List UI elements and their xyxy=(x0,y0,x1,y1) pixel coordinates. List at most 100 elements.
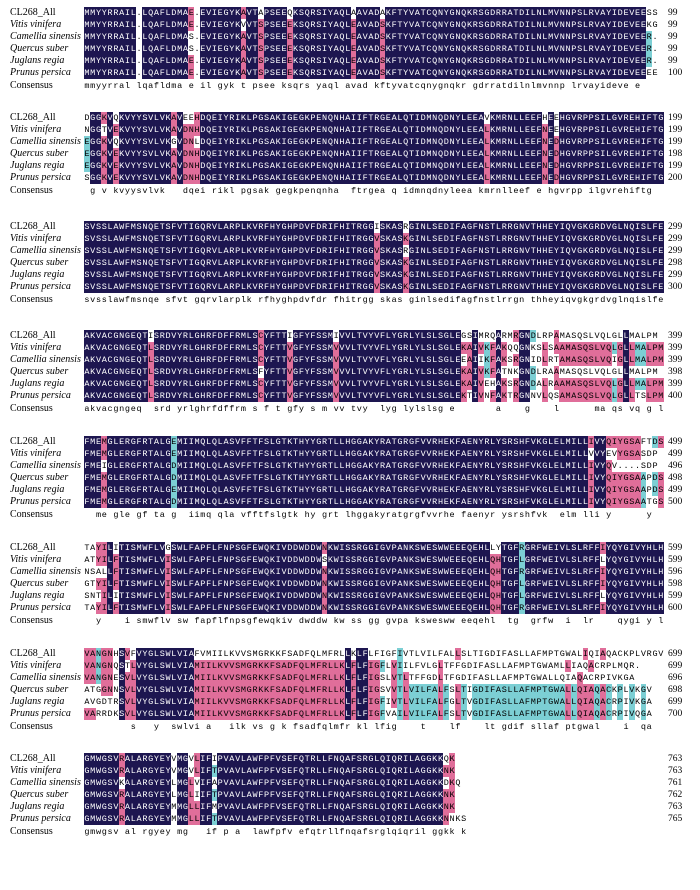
sequence-residues: TAYILITISMWFLVGSWLFAPFLFNPSGFEWQKIVDDWDD… xyxy=(84,542,664,554)
species-label: Prunus persica xyxy=(10,813,71,824)
consensus-label: Consensus xyxy=(10,826,53,837)
species-label: CL268_All xyxy=(10,7,56,18)
consensus-label: Consensus xyxy=(10,721,53,732)
species-label: CL268_All xyxy=(10,753,56,764)
sequence-residues: MMYYRRAIL.LQAFLDMAE.EVIEGYKAVTAPSEEQKSQR… xyxy=(84,7,658,19)
species-label: CL268_All xyxy=(10,221,56,232)
consensus-row: Consensus me gle gf ta g iimq qla vfftfs… xyxy=(0,509,700,521)
consensus-label: Consensus xyxy=(10,403,53,414)
position-number: 399 xyxy=(668,343,683,353)
position-number: 299 xyxy=(668,234,683,244)
species-label: Vitis vinifera xyxy=(10,342,62,353)
position-number: 698 xyxy=(668,685,683,695)
species-label: CL268_All xyxy=(10,112,56,123)
species-label: CL268_All xyxy=(10,330,56,341)
consensus-row: Consensus g v kvyysvlvk dqei rikl pgsak … xyxy=(0,185,700,197)
species-label: Juglans regia xyxy=(10,801,65,812)
species-label: Camellia sinensis xyxy=(10,354,81,365)
sequence-row: Juglans regia GMWGSVRALARGYEYMMGLLIFMPVAV… xyxy=(0,801,700,813)
alignment-block: CL268_All DGGKVQKVYYSVLVKAVEEHDQEIYRIKLPG… xyxy=(0,112,700,208)
sequence-row: Prunus persica SGGKVEKVYYSVLVKAVDNHDQEIYR… xyxy=(0,172,700,184)
sequence-row: Juglans regia FMEMGLERGFRTALGEMIIMQLQLASV… xyxy=(0,484,700,496)
species-label: Camellia sinensis xyxy=(10,460,81,471)
sequence-residues: ATGGNNSVLVYGLSWLVIAMIILKVVSMGRKKFSADFQLM… xyxy=(84,684,653,696)
sequence-residues: SVSSLAWFMSNQETSFVTIGQRVLARPLKVRFHYGHPDVF… xyxy=(84,245,664,257)
sequence-row: Quercus suber ATGGNNSVLVYGLSWLVIAMIILKVVS… xyxy=(0,684,700,696)
position-number: 298 xyxy=(668,258,683,268)
alignment-block: CL268_All MMYYRRAIL.LQAFLDMAE.EVIEGYKAVTA… xyxy=(0,7,700,103)
species-label: Vitis vinifera xyxy=(10,660,62,671)
position-number: 398 xyxy=(668,367,683,377)
position-number: 761 xyxy=(668,778,683,788)
sequence-row: Quercus suber AKVACGNGEQTLSRDVYRLGHRFDFFR… xyxy=(0,366,700,378)
species-label: Quercus suber xyxy=(10,257,69,268)
sequence-residues: VANGNESVLVYGLSWLVIAMIILKVVSMGRKKFSADFQLM… xyxy=(84,672,635,684)
position-number: 99 xyxy=(668,20,678,30)
sequence-row: Camellia sinensis VANGNESVLVYGLSWLVIAMIIL… xyxy=(0,672,700,684)
sequence-row: Quercus suber GTYILFTISMWFLVISWLFAPFLFNPS… xyxy=(0,578,700,590)
consensus-label: Consensus xyxy=(10,615,53,626)
alignment-block: CL268_All SVSSLAWFMSNQETSFVTIGQRVLARPLKVR… xyxy=(0,221,700,317)
position-number: 99 xyxy=(668,44,678,54)
species-label: Vitis vinifera xyxy=(10,554,62,565)
position-number: 199 xyxy=(668,125,683,135)
species-label: Camellia sinensis xyxy=(10,566,81,577)
position-number: 599 xyxy=(668,555,683,565)
sequence-residues: MMYYRRAIL.LQAFLDMAE.EVIEGYKAVTSPSEEEKSQR… xyxy=(84,55,658,67)
species-label: Camellia sinensis xyxy=(10,672,81,683)
consensus-row: Consensus akvacgngeq srd yrlghrfdffrm s f… xyxy=(0,403,700,415)
species-label: Prunus persica xyxy=(10,390,71,401)
sequence-residues: EGGKVEKVYYSVLVKAVDNHDQEIYRIKLPGSAKIGEGKP… xyxy=(84,160,664,172)
sequence-row: Quercus suber SVSSLAWFMSNQETSFVTIGQRVLARP… xyxy=(0,257,700,269)
sequence-residues: AKVACGNGEQTLSRDVYRLGHRFDFFRMLSCYFTTVGFYF… xyxy=(84,342,664,354)
position-number: 299 xyxy=(668,222,683,232)
species-label: Quercus suber xyxy=(10,578,69,589)
species-label: Juglans regia xyxy=(10,378,65,389)
species-label: Prunus persica xyxy=(10,281,71,292)
position-number: 199 xyxy=(668,113,683,123)
consensus-row: Consensus gmwgsv al rgyey mg if p a lawfp… xyxy=(0,826,700,838)
sequence-row: Juglans regia SNTILITISMWFLVISWLFAPFLFNPS… xyxy=(0,590,700,602)
sequence-residues: SVSSLAWFMSNQETSFVTIGQRVLARPLKVRFHYGHPDVF… xyxy=(84,281,664,293)
position-number: 399 xyxy=(668,379,683,389)
sequence-residues: SVSSLAWFMSNQETSFVTIGQRVLARPLKVRFHYGHPDVF… xyxy=(84,233,664,245)
consensus-sequence: me gle gf ta g iimq qla vfftfslgtk hy gr… xyxy=(95,510,652,520)
sequence-row: Vitis vinifera VANGNQSTLVYGLSWLVIAMIILKVV… xyxy=(0,660,700,672)
sequence-row: Camellia sinensis NSALLFTISMWFLVISWLFAPFL… xyxy=(0,566,700,578)
sequence-row: Prunus persica GMWGSVRALARGYEYMMGLLIFTPVA… xyxy=(0,813,700,825)
sequence-row: Camellia sinensis AKVACGNGEQTLSRDVYRLGHRF… xyxy=(0,354,700,366)
sequence-residues: ATYILFTISMWFLVISWLFAPFLFNPSGFEWQKIVDDWDD… xyxy=(84,554,664,566)
sequence-residues: GMWGSVRALARGYEYMMGLLIFTPVAVLAWFPFVSEFQTR… xyxy=(84,813,467,825)
sequence-row: Prunus persica VARRDKSVLVYGLSWLVIAMIILKVV… xyxy=(0,708,700,720)
position-number: 600 xyxy=(668,603,683,613)
position-number: 699 xyxy=(668,661,683,671)
sequence-residues: GTYILFTISMWFLVISWLFAPFLFNPSGFEWQKIVDDWDD… xyxy=(84,578,664,590)
sequence-row: CL268_All SVSSLAWFMSNQETSFVTIGQRVLARPLKVR… xyxy=(0,221,700,233)
sequence-residues: GMWGSVRALARGYEYMMGLLIFMPVAVLAWFPFVSEFQTR… xyxy=(84,801,455,813)
position-number: 99 xyxy=(668,8,678,18)
sequence-row: Juglans regia SVSSLAWFMSNQETSFVTIGQRVLARP… xyxy=(0,269,700,281)
position-number: 400 xyxy=(668,391,683,401)
sequence-residues: DGGKVQKVYYSVLVKAVEEHDQEIYRIKLPGSAKIGEGKP… xyxy=(84,112,664,124)
sequence-residues: AKVACGNGEQTLSRDVYRLGHRFDFFRMLSCYFTTVGFYF… xyxy=(84,378,664,390)
sequence-row: Camellia sinensis MMYYRRAIL.LQAFLDMAS.EVI… xyxy=(0,31,700,43)
species-label: Quercus suber xyxy=(10,472,69,483)
sequence-residues: AVGDTRSVLVYGLSWLVIAMIILKVVSMGRKKFSADFQLM… xyxy=(84,696,653,708)
species-label: Camellia sinensis xyxy=(10,136,81,147)
sequence-row: Quercus suber FMEMGLERGFRTALGDMIIMQLQLASV… xyxy=(0,472,700,484)
position-number: 499 xyxy=(668,449,683,459)
sequence-row: Juglans regia MMYYRRAIL.LQAFLDMAE.EVIEGYK… xyxy=(0,55,700,67)
sequence-residues: TAYILFTISMWFLVISWLFAPFLFNPSGFEWQKIVDDWDD… xyxy=(84,602,664,614)
sequence-row: CL268_All FMEMGLERGFRTALGEMIIMQLQLASVFFTF… xyxy=(0,436,700,448)
species-label: Quercus suber xyxy=(10,148,69,159)
species-label: CL268_All xyxy=(10,542,56,553)
species-label: CL268_All xyxy=(10,436,56,447)
species-label: Quercus suber xyxy=(10,684,69,695)
sequence-row: Camellia sinensis SVSSLAWFMSNQETSFVTIGQRV… xyxy=(0,245,700,257)
sequence-residues: NSALLFTISMWFLVISWLFAPFLFNPSGFEWQKIVDDWDD… xyxy=(84,566,664,578)
sequence-row: Vitis vinifera SVSSLAWFMSNQETSFVTIGQRVLAR… xyxy=(0,233,700,245)
sequence-residues: FMEMGLERGFRTALGEMIIMQLQLASVFFTFSLGTKTHYY… xyxy=(84,484,664,496)
sequence-row: Vitis vinifera GMWGSVRALARGYEYVMGVLIFTPVA… xyxy=(0,765,700,777)
position-number: 299 xyxy=(668,246,683,256)
